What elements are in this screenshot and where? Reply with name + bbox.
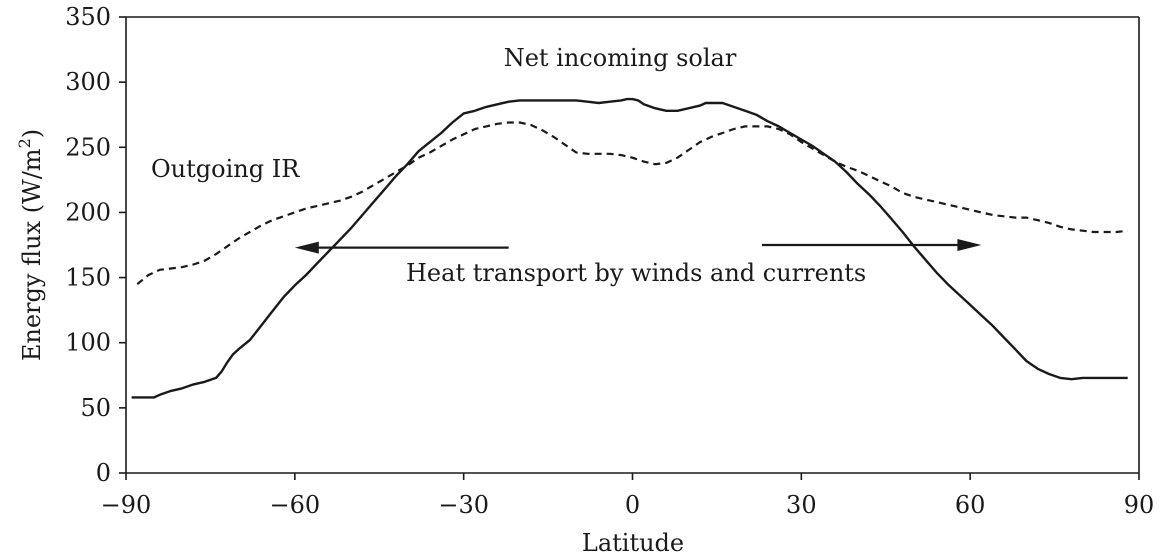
- y-ticks: 0 50 100 150 200 250 300 350: [65, 3, 126, 487]
- y-tick-label: 50: [80, 394, 111, 422]
- x-tick-label: −90: [101, 491, 152, 519]
- y-tick-label: 150: [65, 264, 111, 292]
- y-tick-label: 100: [65, 329, 111, 357]
- y-tick-label: 250: [65, 133, 111, 161]
- series-line-net-incoming-solar: [131, 97, 1128, 399]
- y-axis-title-close: ): [18, 129, 46, 138]
- series-layer: [131, 97, 1128, 399]
- arrow-layer: [294, 239, 982, 254]
- heat-transport-arrow-right-head: [957, 239, 982, 251]
- x-tick-label: 60: [955, 491, 986, 519]
- y-tick-label: 350: [65, 3, 111, 31]
- annotation-heat-transport: Heat transport by winds and currents: [406, 259, 866, 287]
- x-tick-label: −30: [438, 491, 489, 519]
- y-axis-title-superscript: 2: [15, 138, 34, 148]
- heat-transport-arrow-left-head: [294, 241, 319, 254]
- x-tick-label: 30: [786, 491, 817, 519]
- annotation-net-incoming-solar: Net incoming solar: [504, 44, 737, 72]
- y-axis-title-main: Energy flux (W/m: [18, 148, 46, 361]
- y-tick-label: 200: [65, 198, 111, 226]
- y-tick-label: 300: [65, 68, 111, 96]
- x-ticks: −90 −60 −30 0 30 60 90: [101, 473, 1155, 519]
- x-tick-label: 90: [1124, 491, 1155, 519]
- x-tick-label: 0: [625, 491, 640, 519]
- x-tick-label: −60: [270, 491, 321, 519]
- x-axis-title: Latitude: [582, 529, 684, 557]
- axes: [125, 16, 1140, 474]
- series-line-outgoing-ir: [136, 121, 1128, 285]
- y-axis-title: Energy flux (W/m2): [15, 129, 46, 361]
- annotation-outgoing-ir: Outgoing IR: [151, 155, 300, 183]
- y-tick-label: 0: [96, 459, 111, 487]
